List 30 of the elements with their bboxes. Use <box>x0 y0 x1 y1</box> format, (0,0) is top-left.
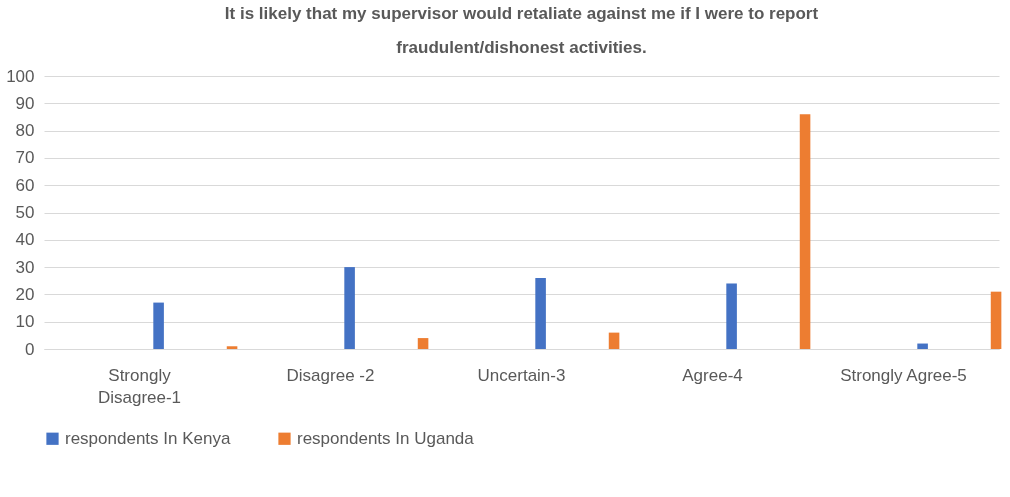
bar <box>153 302 164 349</box>
y-tick-label: 40 <box>15 230 35 250</box>
y-tick-label: 90 <box>15 93 35 113</box>
bar <box>417 338 429 349</box>
bar <box>917 343 928 349</box>
text: It is likely that my supervisor would retaliate against me if I were to report <box>224 4 819 23</box>
y-tick-label: 50 <box>15 203 35 222</box>
x-tick-label: Strongly Disagree-1 <box>97 365 182 407</box>
x-tick-label: Uncertain-3 <box>477 365 566 385</box>
legend-label: respondents In Kenya <box>65 428 231 448</box>
y-tick-label: 20 <box>15 284 35 304</box>
y-tick-label: 60 <box>15 175 35 195</box>
y-tick-label: 30 <box>15 257 35 277</box>
y-tick-label: 80 <box>15 121 35 141</box>
legend-label: respondents In Uganda <box>297 428 475 448</box>
bar <box>608 332 620 349</box>
y-tick-label: 70 <box>15 148 35 168</box>
x-tick-label: Disagree -2 <box>286 365 375 385</box>
x-tick-label: Strongly Agree-5 <box>840 365 967 385</box>
bar <box>226 346 238 349</box>
bar <box>799 114 811 349</box>
bar <box>344 267 355 349</box>
y-tick-label: 0 <box>25 339 35 359</box>
y-tick-label: 100 <box>6 66 35 86</box>
y-tick-label: 10 <box>15 312 35 332</box>
bar <box>535 278 546 349</box>
x-tick-label: Agree-4 <box>682 365 743 385</box>
bar <box>726 283 737 349</box>
bar <box>990 291 1002 349</box>
text: fraudulent/dishonest activities. <box>396 38 647 57</box>
